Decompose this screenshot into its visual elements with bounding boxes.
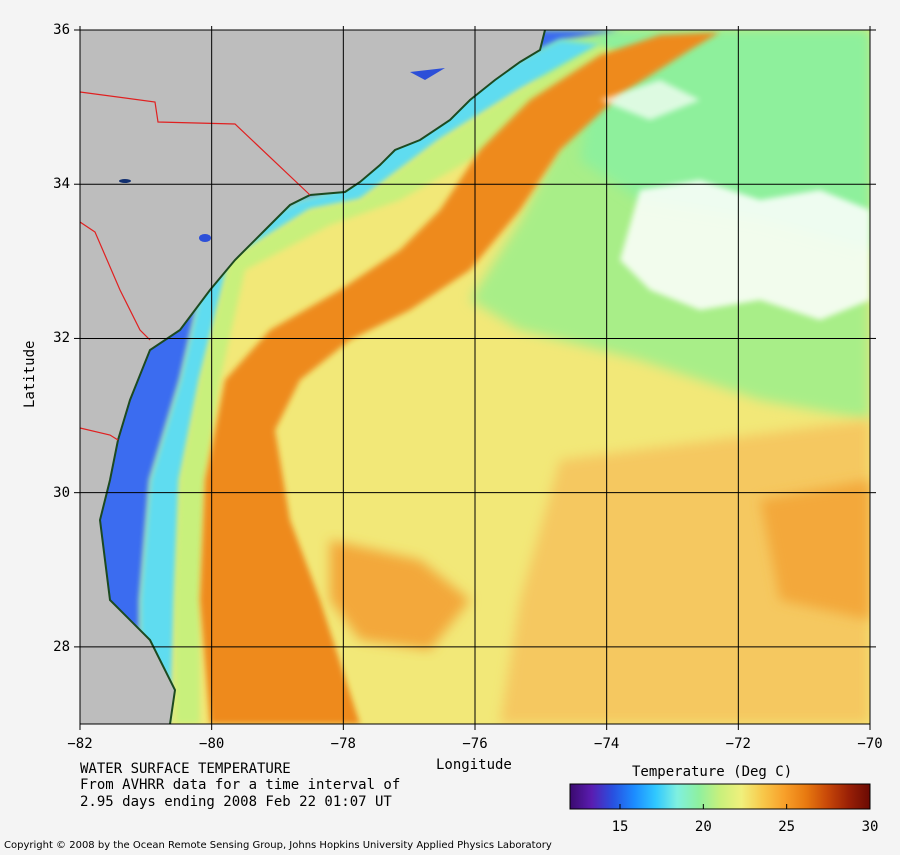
axis-ticks xyxy=(74,26,876,730)
y-axis-label: Latitude xyxy=(22,340,38,408)
warm-ring xyxy=(330,540,470,650)
state-border xyxy=(80,427,119,441)
shelf-transition-band xyxy=(140,40,600,724)
colorbar-tick-label: 30 xyxy=(861,819,879,835)
y-tick-label: 34 xyxy=(53,176,70,193)
cloud-patch xyxy=(620,180,870,320)
colorbar-tick-label: 15 xyxy=(611,819,629,835)
state-border xyxy=(80,91,311,196)
x-tick-label: −72 xyxy=(725,736,751,752)
state-border xyxy=(80,221,151,341)
gulf-stream xyxy=(200,32,720,724)
colorbar xyxy=(569,783,871,810)
colorbar-ticks xyxy=(619,804,871,809)
lake xyxy=(199,234,211,242)
y-tick-label: 32 xyxy=(53,330,70,347)
lake xyxy=(119,179,131,183)
coastline xyxy=(98,30,546,724)
sound xyxy=(410,68,445,80)
x-tick-label: −82 xyxy=(67,736,93,752)
x-tick-label: −74 xyxy=(594,736,620,752)
colorbar-tick-label: 25 xyxy=(778,819,796,835)
land-mass xyxy=(80,30,545,724)
cloud-patch xyxy=(600,80,700,120)
y-tick-label: 30 xyxy=(53,484,70,501)
x-axis-label: Longitude xyxy=(436,757,512,773)
x-tick-label: −80 xyxy=(199,736,225,752)
colorbar-title: Temperature (Deg C) xyxy=(632,764,793,780)
x-tick-label: −70 xyxy=(857,736,883,752)
warm-southeast-water xyxy=(500,420,870,724)
colorbar-tick-label: 20 xyxy=(694,819,712,835)
map-subtitle-line1: From AVHRR data for a time interval of xyxy=(80,777,401,793)
x-tick-label: −76 xyxy=(462,736,488,752)
map-title: WATER SURFACE TEMPERATURE xyxy=(80,761,291,777)
y-tick-label: 36 xyxy=(53,22,70,38)
warm-eddy xyxy=(760,480,870,620)
y-tick-label: 28 xyxy=(53,638,70,655)
map-plot-area xyxy=(80,30,870,724)
copyright-notice: Copyright © 2008 by the Ocean Remote Sen… xyxy=(4,840,552,851)
map-subtitle-line2: 2.95 days ending 2008 Feb 22 01:07 UT xyxy=(80,794,392,810)
x-tick-label: −78 xyxy=(330,736,356,752)
shelf-edge-band xyxy=(175,45,640,724)
graticule xyxy=(80,30,870,724)
